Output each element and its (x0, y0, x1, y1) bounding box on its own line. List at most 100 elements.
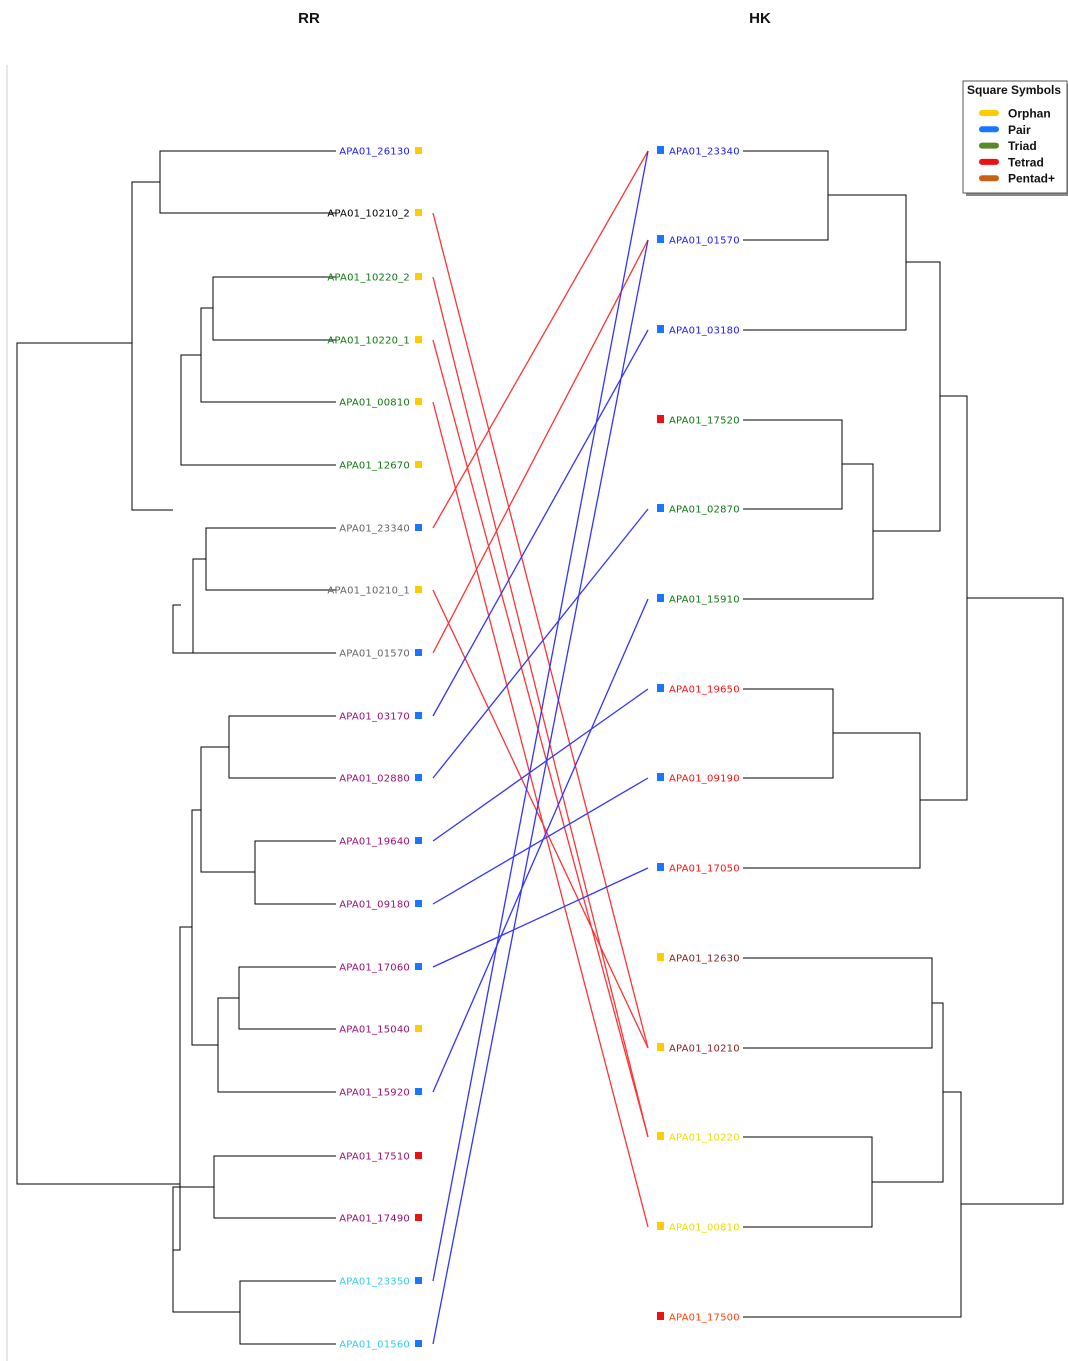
legend-swatch (979, 126, 999, 133)
left-leaf-square (415, 1214, 422, 1221)
left-leaf-label: APA01_00810 (339, 398, 410, 409)
right-leaf-label: APA01_10210 (669, 1044, 740, 1055)
left-tree-branch (173, 926, 192, 1251)
right-leaf-square (657, 1043, 664, 1051)
left-leaf-label: APA01_17060 (339, 963, 410, 974)
link-line (432, 777, 649, 905)
right-leaf-label: APA01_09190 (669, 774, 740, 785)
left-tree-branch (217, 997, 336, 1093)
right-leaf-label: APA01_03180 (669, 326, 740, 337)
right-leaf-square (657, 773, 664, 781)
right-leaf-square (657, 504, 664, 512)
left-leaf-square (415, 963, 422, 970)
link-line (432, 150, 649, 529)
left-tree-branch (180, 354, 336, 466)
link-line (432, 212, 649, 1049)
left-tree-title: RR (298, 10, 320, 27)
legend-swatch (979, 158, 999, 165)
left-leaf-square (415, 147, 422, 154)
left-leaf-square (415, 649, 422, 656)
left-leaf-labels: APA01_26130 APA01_10210_2 APA01_10220_2 APA… (327, 147, 422, 1351)
link-line (432, 339, 649, 1138)
right-tree-branch (743, 1091, 962, 1318)
legend-box (962, 80, 1068, 194)
left-leaf-square (415, 900, 422, 907)
left-leaf-label: APA01_23340 (339, 524, 410, 535)
legend-item-label: Pentad+ (1008, 172, 1055, 186)
right-leaf-square (657, 146, 664, 154)
right-dendrogram (743, 150, 1064, 1318)
right-leaf-label: APA01_15910 (669, 595, 740, 606)
left-tree-branch (238, 966, 336, 1030)
right-tree-branch (743, 194, 907, 331)
legend-items: Orphan Pair Triad Tetrad Pentad+ (979, 107, 1055, 186)
link-line (432, 508, 649, 779)
right-leaf-label: APA01_02870 (669, 505, 740, 516)
link-line (432, 688, 649, 842)
left-tree-branch (191, 809, 218, 1046)
right-tree-branch (920, 395, 968, 801)
legend-swatch (979, 110, 999, 116)
left-tree-branch (228, 715, 336, 779)
left-leaf-square (415, 774, 422, 781)
link-line (432, 589, 649, 1049)
legend: Square Symbols Orphan Pair Triad Tetrad Pent… (962, 80, 1068, 196)
right-tree-branch (743, 419, 843, 510)
left-tree-branch (200, 746, 255, 873)
right-leaf-labels: APA01_23340 APA01_01570 APA01_03180 APA01_1… (657, 146, 740, 1324)
left-tree-branch (213, 1155, 336, 1219)
left-tree-branch (172, 604, 193, 654)
left-leaf-label: APA01_17490 (339, 1214, 410, 1225)
left-leaf-square (415, 1025, 422, 1032)
right-tree-branch (743, 150, 829, 241)
right-tree-branch (743, 688, 834, 779)
left-leaf-label: APA01_03170 (339, 712, 410, 723)
right-leaf-label: APA01_23340 (669, 147, 740, 158)
left-leaf-label: APA01_10210_1 (327, 586, 410, 597)
right-leaf-square (657, 1132, 664, 1140)
left-tree-branch (172, 1186, 240, 1313)
link-line (432, 276, 649, 1138)
left-leaf-square (415, 712, 422, 719)
right-leaf-square (657, 684, 664, 692)
left-leaf-square (415, 209, 422, 216)
left-tree-branch (159, 150, 336, 214)
right-tree-branch (743, 732, 921, 869)
left-leaf-square (415, 398, 422, 405)
left-leaf-label: APA01_10220_2 (327, 273, 410, 284)
right-tree-branch (743, 463, 874, 600)
left-tree-branch (205, 527, 336, 591)
left-leaf-label: APA01_23350 (339, 1277, 410, 1288)
left-leaf-square (415, 837, 422, 844)
connection-lines (432, 150, 649, 1345)
left-leaf-label: APA01_17510 (339, 1152, 410, 1163)
right-leaf-square (657, 235, 664, 243)
left-tree-branch (16, 342, 180, 1185)
right-leaf-label: APA01_01570 (669, 236, 740, 247)
left-leaf-label: APA01_02880 (339, 774, 410, 785)
left-leaf-label: APA01_10210_2 (327, 209, 410, 220)
left-leaf-square (415, 273, 422, 280)
left-leaf-square (415, 1088, 422, 1095)
left-tree-branch (254, 840, 336, 905)
legend-swatch (979, 175, 999, 182)
link-line (432, 150, 649, 1282)
left-leaf-label: APA01_19640 (339, 837, 410, 848)
left-leaf-square (415, 461, 422, 468)
left-tree-branch (239, 1280, 336, 1345)
right-leaf-label: APA01_10220 (669, 1133, 740, 1144)
legend-item-label: Tetrad (1008, 155, 1044, 169)
left-leaf-square (415, 1152, 422, 1159)
right-leaf-label: APA01_19650 (669, 685, 740, 696)
left-leaf-label: APA01_01570 (339, 649, 410, 660)
right-leaf-label: APA01_17050 (669, 864, 740, 875)
link-line (432, 401, 649, 1228)
link-line (432, 239, 649, 654)
left-leaf-label: APA01_10220_1 (327, 336, 410, 347)
right-leaf-square (657, 1312, 664, 1320)
link-line (432, 329, 649, 717)
left-leaf-square (415, 1340, 422, 1347)
link-line (432, 867, 649, 968)
legend-item-label: Triad (1008, 139, 1037, 153)
